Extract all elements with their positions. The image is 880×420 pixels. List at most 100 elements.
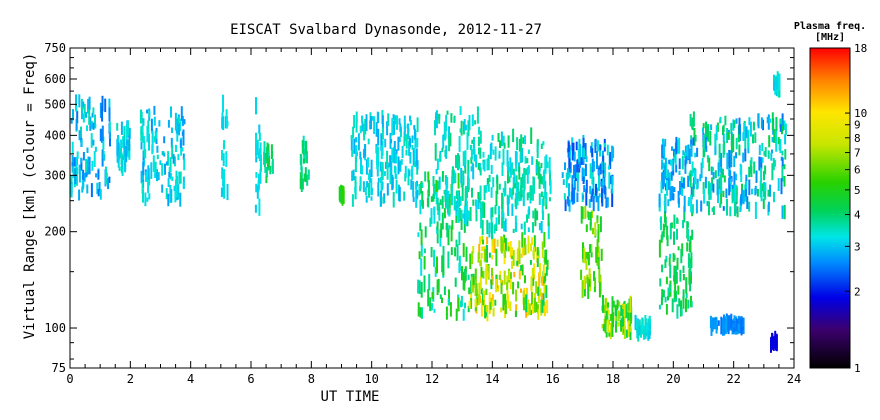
echo-point bbox=[485, 269, 488, 285]
echo-point bbox=[384, 161, 387, 169]
echo-point bbox=[156, 154, 159, 160]
echo-point bbox=[81, 180, 84, 190]
echo-point bbox=[673, 148, 676, 157]
echo-point bbox=[596, 151, 598, 169]
echo-point bbox=[470, 157, 473, 164]
colorbar-strip bbox=[809, 47, 851, 369]
echo-point bbox=[601, 188, 603, 203]
echo-point bbox=[391, 174, 394, 191]
echo-point bbox=[471, 187, 473, 198]
echo-point bbox=[522, 137, 525, 144]
echo-point bbox=[448, 198, 451, 215]
echo-point bbox=[483, 159, 486, 172]
echo-point bbox=[419, 199, 422, 215]
echo-cluster bbox=[658, 205, 694, 319]
echo-point bbox=[682, 220, 684, 229]
echo-point bbox=[423, 275, 426, 293]
echo-point bbox=[626, 302, 629, 318]
echo-point bbox=[775, 339, 777, 351]
echo-point bbox=[259, 168, 262, 184]
echo-point bbox=[225, 109, 228, 120]
echo-point bbox=[258, 124, 261, 134]
echo-cluster bbox=[773, 71, 781, 98]
echo-point bbox=[509, 272, 512, 279]
echo-point bbox=[140, 170, 143, 184]
echo-point bbox=[518, 248, 521, 265]
echo-point bbox=[472, 145, 475, 155]
echo-point bbox=[491, 134, 494, 141]
echo-point bbox=[524, 156, 527, 164]
echo-point bbox=[495, 190, 498, 206]
echo-point bbox=[139, 109, 142, 124]
echo-point bbox=[771, 149, 773, 154]
echo-point bbox=[127, 120, 129, 136]
echo-point bbox=[120, 152, 123, 165]
echo-point bbox=[126, 139, 129, 156]
echo-point bbox=[711, 207, 714, 212]
echo-point bbox=[526, 214, 528, 223]
echo-point bbox=[660, 180, 663, 194]
echo-point bbox=[679, 269, 682, 282]
echo-point bbox=[509, 241, 512, 258]
echo-point bbox=[263, 151, 266, 165]
echo-point bbox=[416, 117, 419, 132]
echo-point bbox=[591, 158, 594, 171]
echo-point bbox=[767, 189, 770, 197]
echo-point bbox=[595, 246, 598, 263]
echo-point bbox=[377, 182, 380, 197]
echo-point bbox=[749, 121, 752, 137]
echo-point bbox=[465, 246, 468, 262]
echo-point bbox=[671, 146, 673, 151]
echo-point bbox=[460, 182, 463, 188]
echo-point bbox=[584, 143, 587, 159]
echo-point bbox=[509, 157, 512, 172]
echo-point bbox=[72, 162, 75, 178]
echo-point bbox=[477, 252, 480, 263]
echo-point bbox=[500, 238, 503, 254]
echo-point bbox=[530, 276, 533, 292]
echo-point bbox=[255, 141, 257, 157]
echo-point bbox=[578, 165, 581, 173]
echo-point bbox=[773, 191, 775, 203]
echo-point bbox=[576, 172, 579, 179]
echo-point bbox=[224, 116, 227, 129]
echo-point bbox=[453, 195, 456, 211]
echo-point bbox=[157, 172, 160, 181]
echo-point bbox=[683, 195, 686, 212]
echo-point bbox=[742, 190, 745, 205]
echo-point bbox=[676, 304, 679, 319]
echo-point bbox=[709, 182, 712, 200]
echo-point bbox=[582, 242, 584, 259]
echo-point bbox=[99, 102, 102, 118]
echo-point bbox=[460, 120, 463, 136]
echo-cluster bbox=[477, 127, 552, 240]
echo-point bbox=[365, 159, 368, 175]
echo-point bbox=[462, 271, 465, 290]
echo-point bbox=[457, 191, 459, 209]
echo-point bbox=[404, 165, 407, 178]
echo-point bbox=[567, 142, 570, 152]
echo-point bbox=[577, 173, 580, 180]
echo-point bbox=[493, 238, 496, 254]
echo-point bbox=[732, 323, 735, 328]
echo-point bbox=[491, 294, 494, 302]
echo-point bbox=[563, 193, 566, 200]
echo-point bbox=[140, 126, 143, 136]
echo-point bbox=[409, 115, 411, 122]
echo-point bbox=[445, 193, 448, 209]
echo-point bbox=[719, 118, 722, 124]
echo-point bbox=[436, 158, 439, 170]
echo-point bbox=[714, 137, 717, 155]
echo-point bbox=[769, 118, 772, 123]
echo-point bbox=[141, 181, 144, 195]
echo-point bbox=[537, 304, 539, 314]
echo-point bbox=[597, 246, 600, 258]
echo-point bbox=[434, 120, 436, 136]
echo-point bbox=[307, 169, 310, 180]
echo-point bbox=[540, 162, 543, 168]
echo-point bbox=[448, 289, 450, 306]
echo-point bbox=[684, 160, 687, 166]
echo-point bbox=[433, 249, 436, 267]
echo-point bbox=[381, 162, 384, 181]
echo-point bbox=[458, 136, 461, 152]
